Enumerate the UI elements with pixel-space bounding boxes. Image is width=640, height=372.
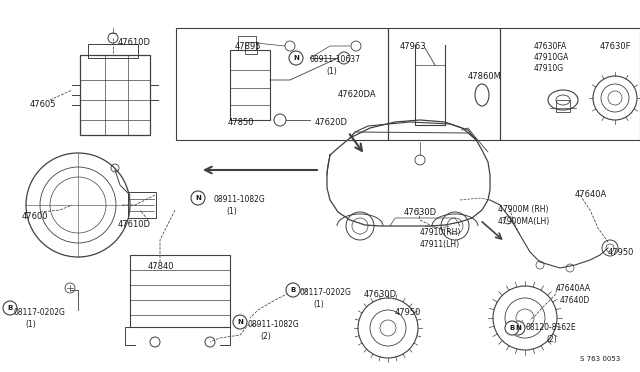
Text: (2): (2) [546,335,557,344]
Circle shape [511,321,525,335]
Text: 08120-8162E: 08120-8162E [526,323,577,332]
Text: 08117-0202G: 08117-0202G [300,288,352,297]
Text: 47630FA: 47630FA [534,42,567,51]
Text: 47911(LH): 47911(LH) [420,240,460,249]
Text: 47610D: 47610D [118,38,151,47]
Text: (1): (1) [313,300,324,309]
Circle shape [3,301,17,315]
Text: N: N [293,55,299,61]
Text: (1): (1) [25,320,36,329]
Text: N: N [515,325,521,331]
Text: 08117-0202G: 08117-0202G [14,308,66,317]
Text: B: B [509,325,515,331]
Text: (1): (1) [226,207,237,216]
Text: 47910G: 47910G [534,64,564,73]
Text: 47895: 47895 [235,42,262,51]
Text: 47630D: 47630D [364,290,397,299]
Circle shape [233,315,247,329]
Text: 47840: 47840 [148,262,175,271]
Circle shape [286,283,300,297]
Text: 47950: 47950 [608,248,634,257]
Text: 47910GA: 47910GA [534,53,570,62]
Bar [238,36,256,50]
Text: B: B [291,287,296,293]
Text: 47910(RH): 47910(RH) [420,228,461,237]
Text: (2): (2) [260,332,271,341]
Text: S 763 0053: S 763 0053 [580,356,620,362]
Text: 47630F: 47630F [600,42,632,51]
Text: 47605: 47605 [30,100,56,109]
Circle shape [505,321,519,335]
Text: 47640D: 47640D [560,296,590,305]
Bar [500,28,640,140]
Circle shape [191,191,205,205]
Text: 08911-1082G: 08911-1082G [248,320,300,329]
Bar [556,100,570,112]
Text: N: N [237,319,243,325]
Bar [88,44,138,58]
Text: 47620DA: 47620DA [338,90,376,99]
Text: 47620D: 47620D [315,118,348,127]
Bar [245,42,257,54]
Text: N: N [195,195,201,201]
Text: 47600: 47600 [22,212,49,221]
Text: 47900M (RH): 47900M (RH) [498,205,548,214]
Text: 47950: 47950 [395,308,421,317]
Bar [130,255,230,327]
Text: 47860M: 47860M [468,72,502,81]
Text: 08911-1082G: 08911-1082G [214,195,266,204]
Circle shape [289,51,303,65]
Text: 47850: 47850 [228,118,255,127]
Bar [128,192,156,218]
Bar [176,28,388,140]
Bar [388,28,500,140]
Text: 47640AA: 47640AA [556,284,591,293]
Text: 47963: 47963 [400,42,427,51]
Text: 47900MA(LH): 47900MA(LH) [498,217,550,226]
Text: 47610D: 47610D [118,220,151,229]
Text: 47630D: 47630D [404,208,437,217]
Text: B: B [8,305,13,311]
Text: 47640A: 47640A [575,190,607,199]
Text: 08911-10637: 08911-10637 [310,55,361,64]
Bar [230,50,270,120]
Text: (1): (1) [326,67,337,76]
